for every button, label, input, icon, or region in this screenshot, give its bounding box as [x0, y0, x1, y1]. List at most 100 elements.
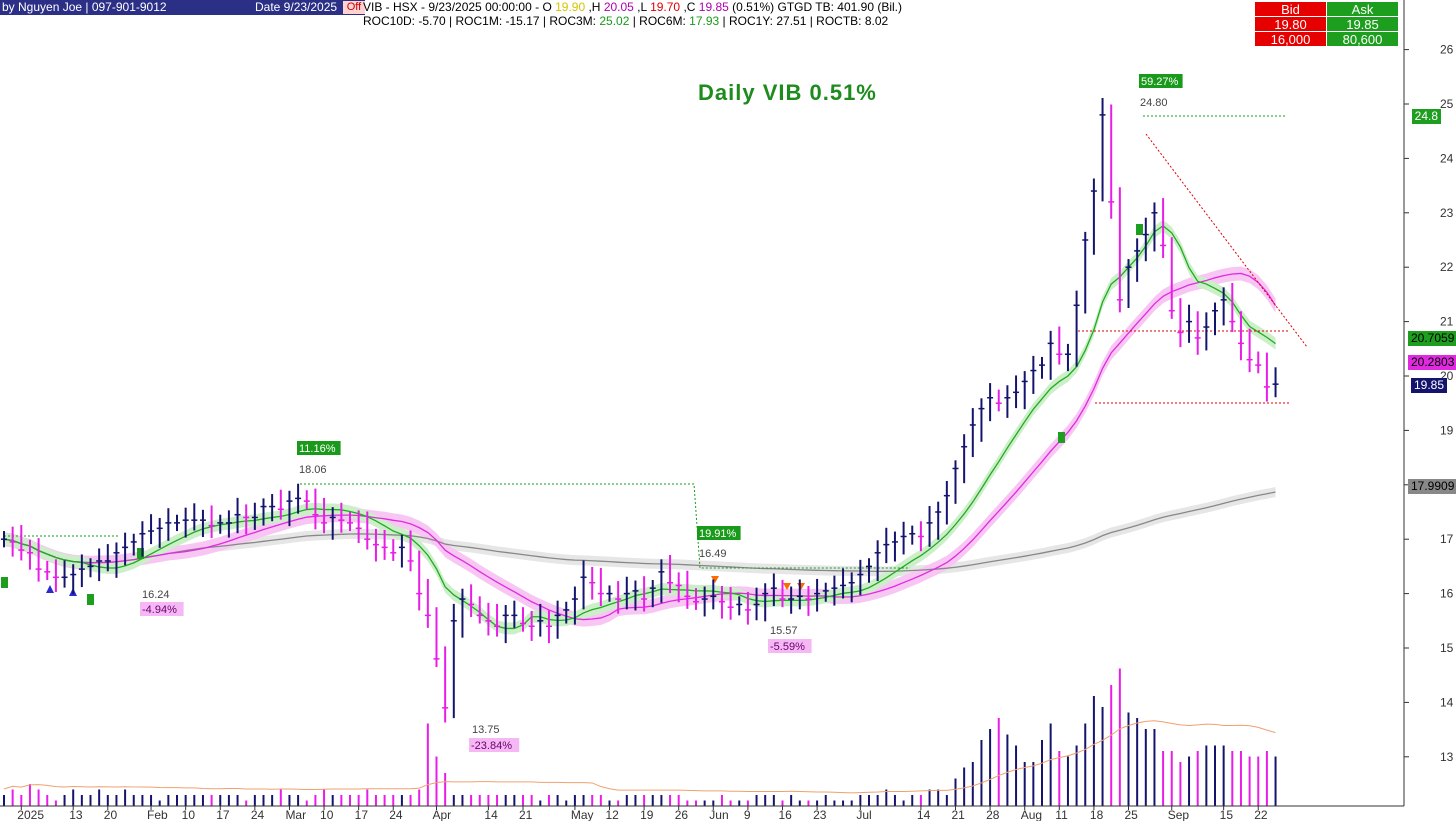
volume-bar — [279, 789, 282, 806]
x-tick-label: 13 — [69, 808, 83, 821]
volume-bar — [201, 795, 204, 806]
volume-bar — [262, 795, 265, 806]
volume-bar — [470, 795, 473, 806]
volume-bar — [392, 795, 395, 806]
volume-bar — [547, 795, 550, 806]
roc1m-label: | ROC1M: — [445, 14, 506, 28]
x-tick-label: Mar — [285, 808, 306, 821]
bid-ask-table: Bid Ask 19.80 19.85 16,000 80,600 — [1254, 1, 1399, 47]
peak2-pct: 19.91% — [699, 528, 737, 540]
x-tick-label: 9 — [744, 808, 751, 821]
x-tick-label: Sep — [1168, 808, 1190, 821]
volume-bar — [582, 795, 585, 806]
volume-bar — [444, 773, 447, 806]
high-value: 20.05 — [603, 0, 634, 14]
x-tick-label: 18 — [1090, 808, 1104, 821]
volume-bar — [989, 729, 992, 806]
peak3-pct: 59.27% — [1141, 76, 1179, 88]
last-price-label: 19.85 — [1410, 378, 1447, 393]
volume-bar — [37, 789, 40, 806]
y-tick-label: 16 — [1440, 587, 1454, 601]
low-value: 19.70 — [650, 0, 681, 14]
x-tick-label: 14 — [484, 808, 498, 821]
byline: by Nguyen Joe | 097-901-9012 — [2, 0, 167, 14]
volume-bar — [772, 795, 775, 806]
up-arrow-marker — [46, 585, 54, 593]
volume-bar — [366, 789, 369, 806]
trough2-pct-box — [469, 738, 520, 752]
trough2-price: 13.75 — [472, 724, 500, 736]
volume-bar — [738, 800, 741, 806]
roc10d-value: -5.70 — [418, 14, 446, 28]
ohlc-readout: VIB - HSX - 9/23/2025 00:00:00 - O 19.90… — [363, 0, 902, 14]
x-tick-label: 22 — [1254, 808, 1268, 821]
volume-bar — [1222, 745, 1225, 806]
y-tick-label: 22 — [1440, 260, 1454, 274]
volume-bar — [141, 795, 144, 806]
volume-bar — [643, 795, 646, 806]
volume-bar — [461, 795, 464, 806]
volume-bar — [1092, 696, 1095, 806]
volume-bar — [210, 795, 213, 806]
volume-bar — [418, 789, 421, 806]
volume-bar — [833, 800, 836, 806]
volume-bar — [954, 778, 957, 806]
volume-bar — [686, 800, 689, 806]
y-tick-label: 13 — [1440, 750, 1454, 764]
volume-bar — [46, 795, 49, 806]
buy-signal-marker — [1, 577, 8, 588]
volume-bar — [28, 784, 31, 806]
volume-bar — [331, 795, 334, 806]
x-tick-label: Jul — [856, 808, 871, 821]
volume-bar — [288, 795, 291, 806]
bid-price: 19.80 — [1254, 16, 1327, 32]
trough3-pct: -5.59% — [770, 641, 805, 653]
x-tick-label: 19 — [640, 808, 654, 821]
volume-bar — [1170, 751, 1173, 806]
volume-bar — [746, 800, 749, 806]
volume-bar — [945, 795, 948, 806]
volume-bar — [1179, 762, 1182, 806]
volume-bar — [323, 789, 326, 806]
volume-bar — [115, 795, 118, 806]
buy-signal-marker — [1058, 432, 1065, 443]
volume-ma-line — [3, 720, 1276, 794]
volume-bar — [565, 800, 568, 806]
down-arrow-marker — [783, 583, 791, 590]
off-toggle[interactable]: Off — [343, 1, 365, 14]
volume-bar — [176, 795, 178, 806]
change-value: (0.51%) — [728, 0, 775, 14]
volume-bar — [106, 795, 109, 806]
volume-bar — [314, 795, 317, 806]
volume-bar — [435, 756, 438, 806]
y-tick-label: 17 — [1440, 532, 1454, 546]
x-tick-label: 10 — [320, 808, 334, 821]
x-tick-label: 25 — [1125, 808, 1139, 821]
volume-bar — [236, 795, 239, 806]
x-tick-label: 21 — [519, 808, 533, 821]
volume-bar — [980, 740, 983, 806]
volume-bar — [720, 795, 723, 806]
x-tick-label: 12 — [606, 808, 620, 821]
y-tick-label: 23 — [1440, 206, 1454, 220]
volume-bar — [522, 795, 524, 806]
volume-bar — [383, 795, 386, 806]
y-tick-label: 25 — [1440, 97, 1454, 111]
peak3-pct-box — [1139, 74, 1183, 88]
low-label: ,L — [633, 0, 651, 14]
x-tick-label: 24 — [389, 808, 403, 821]
volume-bar — [219, 795, 222, 806]
volume-bar — [426, 723, 429, 806]
high-price-label: 24.8 — [1411, 109, 1441, 124]
volume-bar — [937, 789, 940, 806]
volume-bar — [911, 795, 914, 806]
volume-bar — [1041, 740, 1043, 806]
x-tick-label: 20 — [104, 808, 118, 821]
ma-mid-band — [4, 266, 1276, 627]
volume-bar — [227, 795, 230, 806]
x-tick-label: 11 — [1055, 808, 1068, 821]
roctb-label: | ROCTB: — [806, 14, 865, 28]
y-tick-label: 15 — [1440, 641, 1454, 655]
